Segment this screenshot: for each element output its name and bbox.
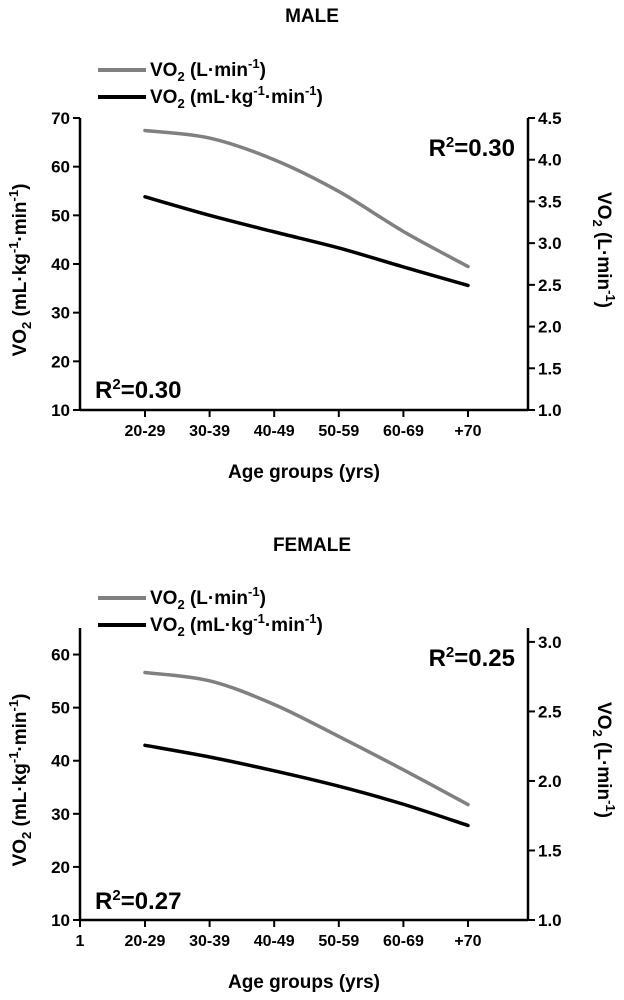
left-tick-label: 60: [51, 646, 70, 665]
legend-label: VO2 (mL·kg-1·min-1): [150, 83, 323, 111]
series-line-ml-kg-min: [143, 195, 470, 288]
left-tick-label: 20: [51, 352, 70, 371]
right-tick-label: 4.0: [538, 151, 562, 170]
right-tick-label: 1.5: [538, 359, 562, 378]
right-tick-label: 4.5: [538, 109, 562, 128]
right-tick-label: 2.5: [538, 276, 562, 295]
r2-annotation-left: R2=0.27: [95, 887, 181, 915]
right-tick-label: 1.5: [538, 841, 562, 860]
series-line-ml-kg-min: [143, 743, 470, 828]
left-tick-label: 20: [51, 858, 70, 877]
left-axis-title: VO2 (mL·kg-1·min-1): [6, 184, 34, 357]
r2-annotation-right: R2=0.25: [429, 644, 515, 672]
right-tick-label: 2.0: [538, 772, 562, 791]
x-tick-label: 30-39: [189, 933, 230, 950]
x-tick-label: 60-69: [383, 933, 424, 950]
legend-label: VO2 (mL·kg-1·min-1): [150, 611, 323, 639]
chart-title: FEMALE: [273, 535, 351, 556]
female-chart: FEMALE 10 20 30 40 50 60 1.0 1.5 2.0 2.5 3.0 1 20-29 3…: [6, 535, 618, 993]
x-tick-label: 20-29: [125, 423, 166, 440]
right-tick-label: 3.0: [538, 234, 562, 253]
x-tick-label: 60-69: [383, 423, 424, 440]
male-chart: MALE 10 20 30 40 50 60 70 1.0 1.5 2.0 2.5 3.0 3.5 4.0 4…: [6, 6, 618, 483]
right-tick-label: 3.5: [538, 192, 562, 211]
r2-annotation-left: R2=0.30: [95, 376, 181, 404]
left-tick-label: 10: [51, 911, 70, 930]
x-tick-label: 50-59: [318, 933, 359, 950]
chart-title: MALE: [285, 6, 339, 27]
series-line-l-min: [143, 128, 470, 269]
right-axis-title: VO2 (L·min-1): [590, 192, 618, 308]
r2-annotation-right: R2=0.30: [429, 134, 515, 162]
x-tick-label: 40-49: [254, 423, 295, 440]
right-tick-label: 1.0: [538, 401, 562, 420]
right-tick-label: 2.0: [538, 318, 562, 337]
left-tick-label: 50: [51, 699, 70, 718]
x-tick-label: 30-39: [189, 423, 230, 440]
legend-label: VO2 (L·min-1): [150, 56, 266, 84]
x-axis-title: Age groups (yrs): [228, 462, 380, 483]
right-tick-label: 3.0: [538, 633, 562, 652]
left-tick-label: 40: [51, 752, 70, 771]
series-line-l-min: [143, 670, 470, 807]
left-axis-title: VO2 (mL·kg-1·min-1): [6, 694, 34, 867]
left-tick-label: 30: [51, 304, 70, 323]
right-axis-title: VO2 (L·min-1): [590, 702, 618, 818]
right-tick-label: 1.0: [538, 911, 562, 930]
left-tick-label: 70: [51, 109, 70, 128]
legend-label: VO2 (L·min-1): [150, 584, 266, 612]
left-tick-label: 40: [51, 255, 70, 274]
left-tick-label: 50: [51, 206, 70, 225]
x-tick-label: +70: [454, 933, 481, 950]
left-tick-label: 10: [51, 401, 70, 420]
x-tick-label: +70: [454, 423, 481, 440]
left-tick-label: 60: [51, 158, 70, 177]
left-tick-label: 30: [51, 805, 70, 824]
x-tick-label: 1: [76, 933, 85, 950]
x-tick-label: 40-49: [254, 933, 295, 950]
x-axis-title: Age groups (yrs): [228, 972, 380, 993]
x-tick-label: 50-59: [318, 423, 359, 440]
right-tick-label: 2.5: [538, 702, 562, 721]
x-tick-label: 20-29: [125, 933, 166, 950]
